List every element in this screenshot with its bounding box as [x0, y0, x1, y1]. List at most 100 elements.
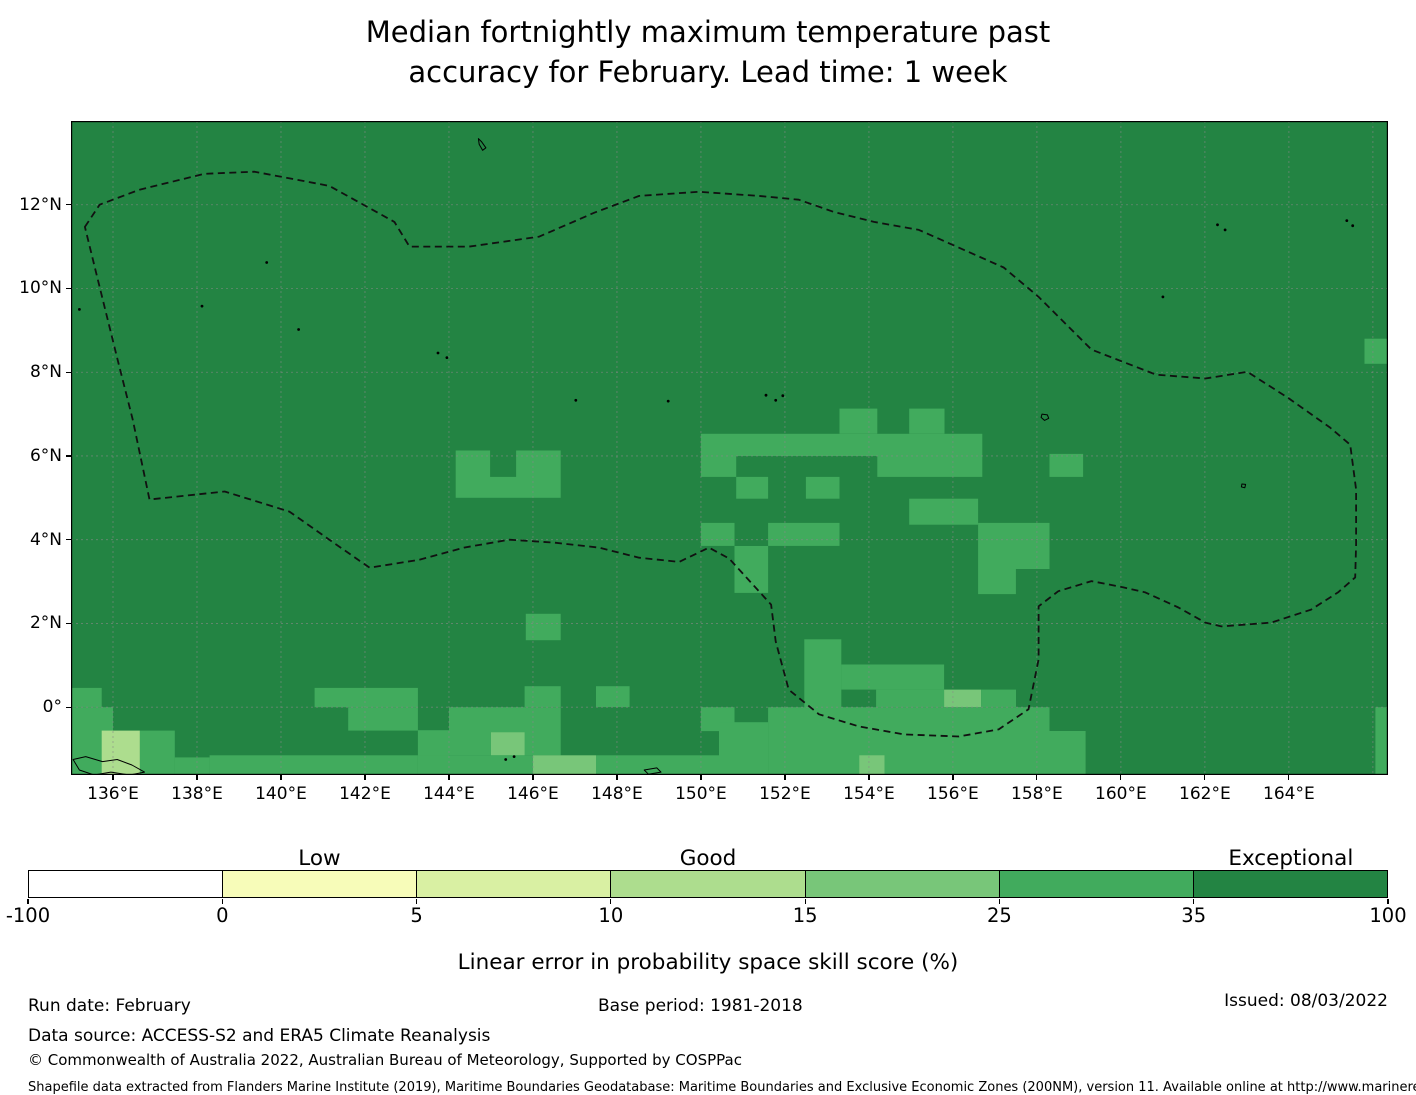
y-tick-mark — [66, 539, 71, 541]
colorbar-tick-label: 0 — [216, 904, 229, 927]
colorbar-axis-label: Linear error in probability space skill … — [457, 950, 959, 975]
y-tick-mark — [66, 706, 71, 708]
island-outline — [477, 138, 487, 151]
colorbar-tick-label: -100 — [5, 904, 51, 927]
x-tick-mark — [952, 775, 954, 780]
x-tick-mark — [532, 775, 534, 780]
x-tick-mark — [1120, 775, 1122, 780]
island-outline — [1240, 483, 1247, 489]
colorbar-category-label: Low — [298, 846, 341, 871]
x-tick-label: 152°E — [759, 784, 811, 804]
colorbar-tick-mark — [804, 899, 806, 904]
x-tick-label: 154°E — [843, 784, 895, 804]
y-tick-label: 0° — [42, 697, 62, 718]
heatmap-cell — [491, 732, 525, 756]
y-tick-mark — [66, 371, 71, 373]
x-tick-mark — [616, 775, 618, 780]
heatmap-cell — [877, 456, 983, 477]
figure-title-line2: accuracy for February. Lead time: 1 week — [408, 55, 1008, 89]
colorbar — [28, 870, 1388, 898]
x-tick-label: 138°E — [171, 784, 223, 804]
island-dot — [436, 351, 440, 355]
heatmap-cell — [71, 687, 102, 708]
heatmap-cell — [700, 433, 983, 456]
x-tick-label: 142°E — [339, 784, 391, 804]
heatmap-cell — [490, 450, 517, 477]
y-tick-label: 12°N — [19, 194, 62, 215]
colorbar-tick-label: 100 — [1369, 904, 1407, 927]
colorbar-tick-mark — [998, 899, 1001, 904]
x-tick-label: 140°E — [255, 784, 307, 804]
heatmap-cell — [596, 686, 630, 708]
heatmap-cell — [139, 730, 175, 775]
heatmap-cell — [839, 408, 878, 434]
x-tick-label: 164°E — [1263, 784, 1315, 804]
heatmap-cell — [876, 689, 945, 708]
base-period-text: Base period: 1981-2018 — [598, 996, 803, 1016]
heatmap-cell — [533, 755, 596, 775]
colorbar-category-label: Good — [679, 846, 737, 871]
colorbar-category-label: Exceptional — [1228, 846, 1354, 871]
heatmap-cell — [978, 522, 1050, 569]
island-dot — [512, 755, 516, 758]
colorbar-segment-25-35 — [999, 871, 1194, 897]
figure-title: Median fortnightly maximum temperature p… — [0, 12, 1416, 92]
y-tick-mark — [66, 287, 71, 290]
data-source-text: Data source: ACCESS-S2 and ERA5 Climate … — [28, 1026, 491, 1046]
colorbar-segment-35-100 — [1193, 871, 1387, 897]
island-dot — [200, 304, 204, 308]
x-tick-mark — [364, 775, 366, 780]
y-tick-label: 4°N — [29, 529, 62, 550]
x-tick-label: 136°E — [87, 784, 139, 804]
heatmap-cell — [909, 408, 945, 434]
x-tick-mark — [1036, 775, 1038, 780]
colorbar-tick-label: 10 — [598, 904, 624, 927]
island-dot — [265, 261, 269, 264]
heatmap-cell — [417, 755, 533, 775]
island-dot — [297, 328, 300, 331]
y-tick-mark — [66, 622, 71, 625]
heatmap-cell — [700, 522, 735, 546]
copyright-text: © Commonwealth of Australia 2022, Austra… — [28, 1051, 742, 1069]
island-outline — [72, 756, 145, 775]
heatmap-cell — [944, 689, 982, 708]
island-outline — [643, 767, 662, 775]
colorbar-segment--100-0 — [29, 871, 224, 897]
colorbar-tick-mark — [221, 899, 223, 904]
colorbar-tick-label: 5 — [410, 904, 423, 927]
heatmap-cell — [1375, 707, 1388, 775]
x-tick-label: 150°E — [675, 784, 727, 804]
map-plot-area — [71, 121, 1388, 775]
colorbar-tick-mark — [415, 899, 418, 904]
island-dot — [574, 398, 578, 402]
y-tick-label: 2°N — [29, 613, 62, 634]
heatmap-cell — [525, 613, 561, 641]
x-tick-mark — [280, 775, 282, 780]
heatmap-cell — [209, 755, 418, 775]
colorbar-tick-mark — [1193, 899, 1195, 904]
colorbar-tick-mark — [610, 899, 612, 904]
heatmap-cell — [909, 498, 979, 525]
x-tick-mark — [112, 775, 114, 780]
island-dot — [666, 399, 670, 403]
shapefile-note-text: Shapefile data extracted from Flanders M… — [28, 1080, 1416, 1095]
heatmap-cell — [1364, 338, 1388, 364]
x-tick-label: 144°E — [423, 784, 475, 804]
heatmap-cell — [736, 476, 769, 499]
island-dot — [78, 308, 81, 311]
heatmap-cell — [101, 730, 140, 775]
island-dot — [445, 356, 449, 359]
y-tick-mark — [66, 455, 71, 457]
x-tick-mark — [448, 775, 450, 780]
x-tick-mark — [1288, 775, 1290, 780]
island-dot — [504, 758, 508, 761]
y-tick-label: 6°N — [29, 445, 62, 466]
heatmap-cell — [859, 755, 885, 775]
eez-boundary-line — [84, 170, 1357, 738]
x-tick-mark — [196, 775, 198, 780]
island-outline — [1040, 413, 1050, 421]
colorbar-segment-5-10 — [417, 871, 612, 897]
heatmap-cell — [1049, 453, 1084, 477]
x-tick-mark — [784, 775, 786, 780]
